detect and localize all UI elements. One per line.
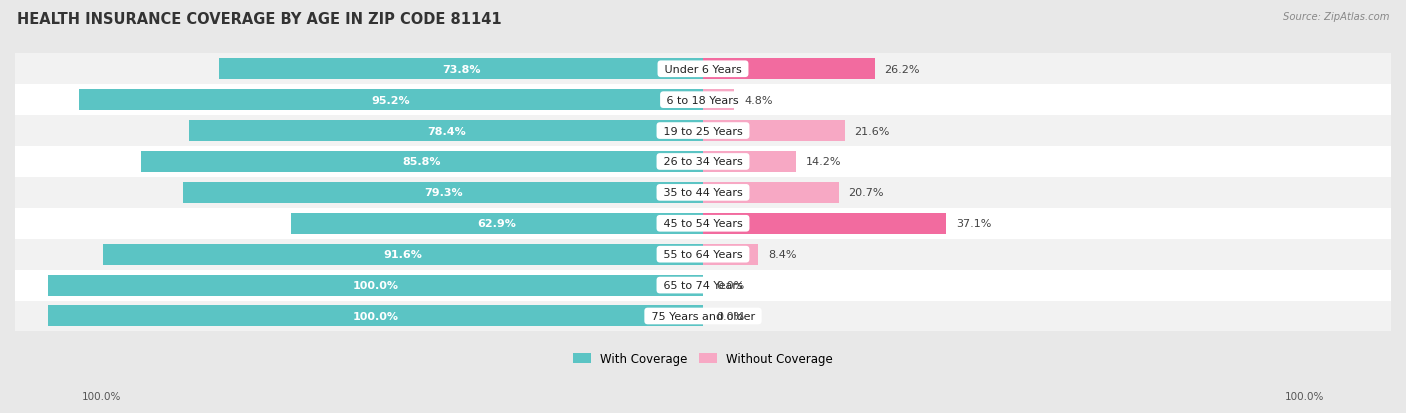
Text: 26 to 34 Years: 26 to 34 Years: [659, 157, 747, 167]
Bar: [15, 208, 1391, 239]
Text: 100.0%: 100.0%: [353, 311, 398, 321]
Text: 62.9%: 62.9%: [478, 219, 516, 229]
Text: 19 to 25 Years: 19 to 25 Years: [659, 126, 747, 136]
Bar: [703, 244, 758, 265]
Text: 4.8%: 4.8%: [744, 95, 773, 105]
Text: 21.6%: 21.6%: [855, 126, 890, 136]
Text: 45 to 54 Years: 45 to 54 Years: [659, 219, 747, 229]
Text: 0.0%: 0.0%: [716, 311, 744, 321]
Bar: [48, 306, 703, 327]
Bar: [48, 275, 703, 296]
Bar: [703, 90, 734, 111]
Bar: [703, 59, 875, 80]
Bar: [219, 59, 703, 80]
Bar: [291, 213, 703, 234]
Text: 20.7%: 20.7%: [848, 188, 884, 198]
Text: 78.4%: 78.4%: [427, 126, 465, 136]
Text: 0.0%: 0.0%: [716, 280, 744, 290]
Text: 73.8%: 73.8%: [441, 64, 481, 75]
Legend: With Coverage, Without Coverage: With Coverage, Without Coverage: [568, 347, 838, 370]
Text: 26.2%: 26.2%: [884, 64, 920, 75]
Text: 95.2%: 95.2%: [371, 95, 411, 105]
Text: 79.3%: 79.3%: [423, 188, 463, 198]
Text: 100.0%: 100.0%: [1285, 391, 1324, 401]
Bar: [703, 183, 838, 203]
Text: Under 6 Years: Under 6 Years: [661, 64, 745, 75]
Bar: [15, 270, 1391, 301]
Bar: [15, 85, 1391, 116]
Text: Source: ZipAtlas.com: Source: ZipAtlas.com: [1282, 12, 1389, 22]
Bar: [703, 121, 845, 142]
Bar: [15, 147, 1391, 178]
Bar: [141, 152, 703, 173]
Bar: [190, 121, 703, 142]
Bar: [15, 54, 1391, 85]
Bar: [703, 213, 946, 234]
Text: 14.2%: 14.2%: [806, 157, 841, 167]
Text: 8.4%: 8.4%: [768, 249, 796, 259]
Text: 6 to 18 Years: 6 to 18 Years: [664, 95, 742, 105]
Text: 91.6%: 91.6%: [384, 249, 422, 259]
Bar: [15, 239, 1391, 270]
Bar: [79, 90, 703, 111]
Text: 100.0%: 100.0%: [82, 391, 121, 401]
Text: 85.8%: 85.8%: [402, 157, 441, 167]
Bar: [703, 152, 796, 173]
Text: 75 Years and older: 75 Years and older: [648, 311, 758, 321]
Bar: [15, 116, 1391, 147]
Text: 65 to 74 Years: 65 to 74 Years: [659, 280, 747, 290]
Text: 37.1%: 37.1%: [956, 219, 991, 229]
Bar: [103, 244, 703, 265]
Text: HEALTH INSURANCE COVERAGE BY AGE IN ZIP CODE 81141: HEALTH INSURANCE COVERAGE BY AGE IN ZIP …: [17, 12, 502, 27]
Text: 35 to 44 Years: 35 to 44 Years: [659, 188, 747, 198]
Bar: [183, 183, 703, 203]
Bar: [15, 178, 1391, 208]
Text: 100.0%: 100.0%: [353, 280, 398, 290]
Bar: [15, 301, 1391, 332]
Text: 55 to 64 Years: 55 to 64 Years: [659, 249, 747, 259]
